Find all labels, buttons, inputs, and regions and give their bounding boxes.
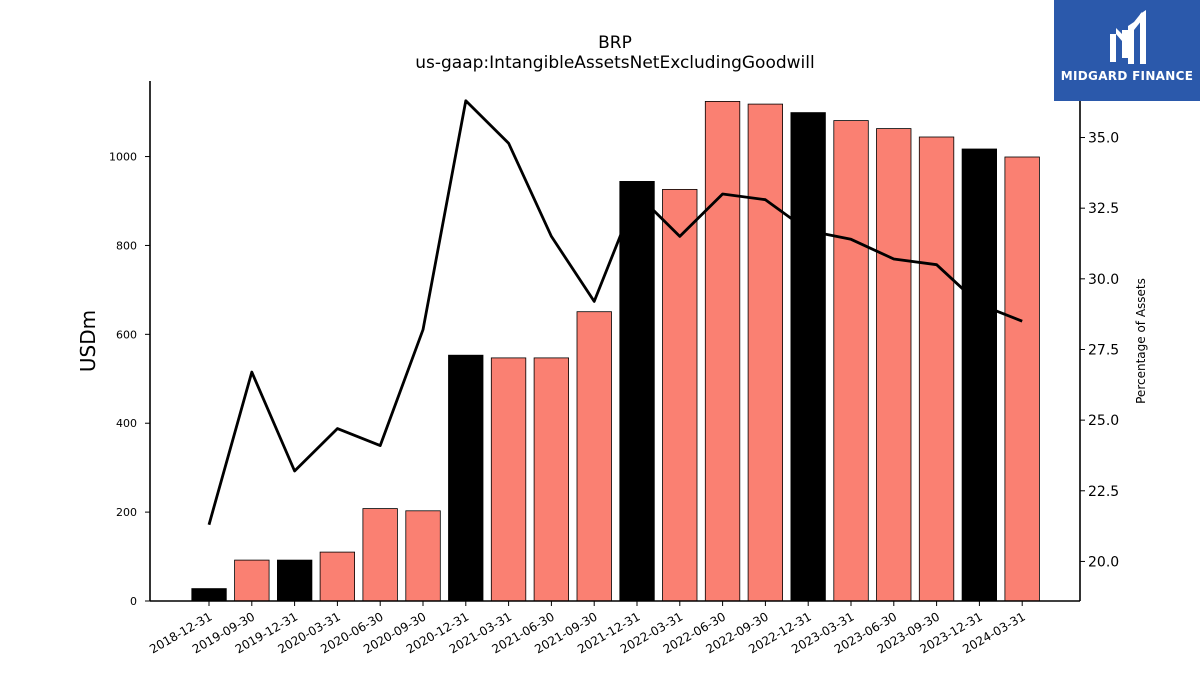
y2-tick-label: 32.5: [1088, 201, 1119, 217]
bar: [362, 508, 398, 602]
chart-subtitle: us-gaap:IntangibleAssetsNetExcludingGood…: [415, 53, 815, 73]
y-tick-label: 1000: [109, 151, 137, 164]
bar: [319, 551, 356, 602]
bar: [876, 128, 912, 602]
brand-logo-text: MIDGARD FINANCE: [1060, 69, 1194, 83]
bar: [191, 588, 227, 602]
percentage-line: [207, 99, 1023, 526]
bar: [405, 510, 441, 602]
bar: [234, 559, 270, 602]
bar: [490, 357, 527, 602]
x-tick-labels: 2018-12-312019-09-302019-12-312020-03-31…: [147, 609, 1028, 656]
y2-tick-label: 35.0: [1088, 131, 1119, 147]
y2-axis-label: Percentage of Assets: [1134, 278, 1148, 404]
bar: [619, 180, 655, 602]
bar: [918, 136, 955, 602]
bar-series: [191, 101, 1040, 602]
axes: [145, 81, 1085, 606]
y2-tick-label: 22.5: [1088, 484, 1119, 500]
y2-tick-label: 30.0: [1088, 272, 1119, 288]
y2-tick-label: 25.0: [1088, 413, 1119, 429]
chart-title: BRP: [598, 33, 632, 53]
bar: [662, 188, 698, 602]
bar: [704, 101, 741, 602]
bar: [576, 311, 612, 602]
line-series: [207, 99, 1023, 526]
y-tick-label: 400: [116, 417, 137, 430]
bar: [790, 112, 826, 602]
brand-logo: MIDGARD FINANCE: [1054, 0, 1200, 101]
y2-tick-label: 27.5: [1088, 342, 1119, 358]
y2-tick-label: 20.0: [1088, 554, 1119, 570]
y2-tick-labels: 20.0 22.5 25.0 27.5 30.0 32.5 35.0: [1088, 131, 1119, 571]
bar: [833, 120, 869, 602]
y-tick-label: 0: [130, 595, 137, 608]
bar: [276, 559, 313, 602]
bar: [533, 357, 569, 602]
midgard-logo-icon: [1110, 10, 1146, 64]
y-tick-label: 600: [116, 328, 137, 341]
y-tick-label: 200: [116, 506, 137, 519]
bar: [747, 103, 783, 602]
bar: [1004, 156, 1040, 602]
y-axis-label: USDm: [76, 310, 100, 372]
y-tick-labels: 0 200 400 600 800 1000: [109, 151, 137, 608]
bar: [448, 354, 484, 602]
bar: [961, 148, 997, 602]
y-tick-label: 800: [116, 239, 137, 252]
